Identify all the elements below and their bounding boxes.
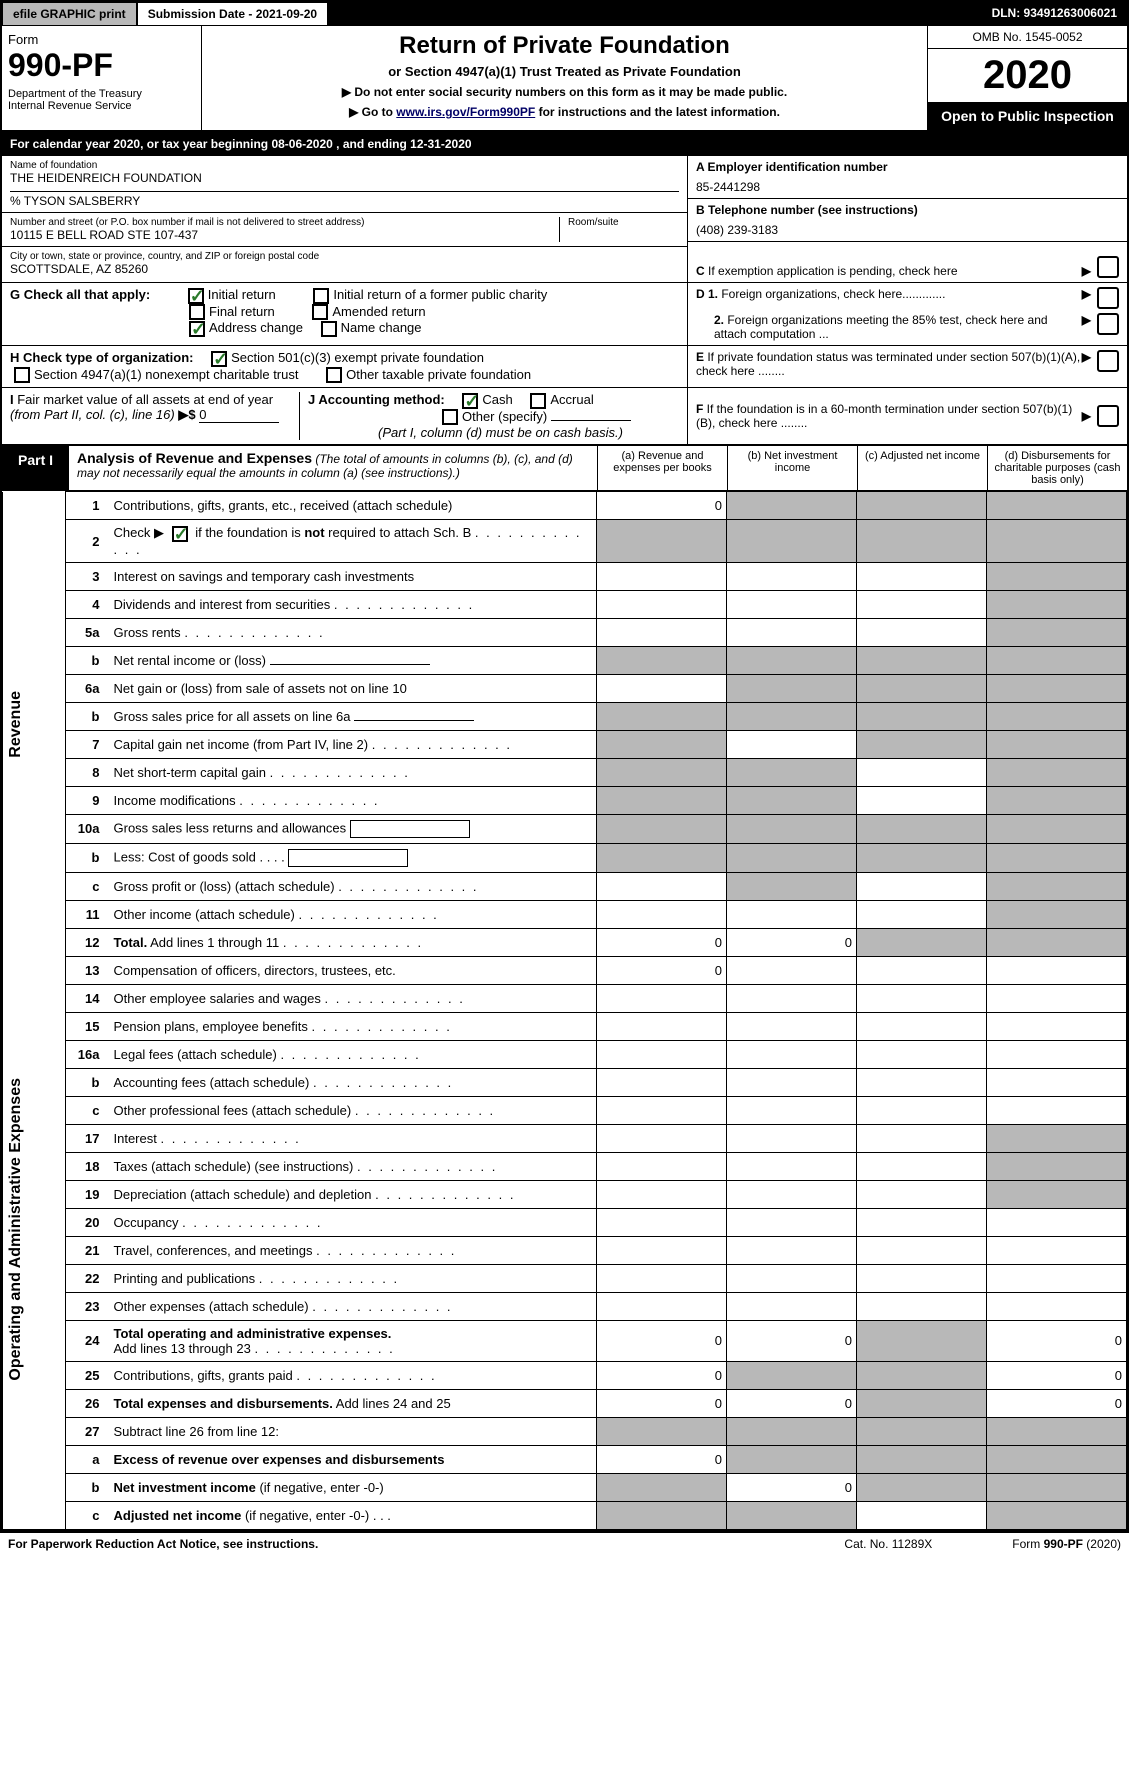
part-1-tag: Part I <box>2 446 69 490</box>
footer-form: Form 990-PF (2020) <box>1012 1537 1121 1551</box>
row-g: G Check all that apply: Initial return I… <box>2 283 1127 346</box>
form-container: efile GRAPHIC print Submission Date - 20… <box>0 0 1129 1532</box>
checkbox-cash[interactable] <box>462 393 478 409</box>
omb-number: OMB No. 1545-0052 <box>928 26 1127 49</box>
checkbox-d1[interactable] <box>1097 287 1119 309</box>
h-left: H Check type of organization: Section 50… <box>2 346 687 387</box>
footer-left: For Paperwork Reduction Act Notice, see … <box>8 1537 318 1551</box>
header-left: Form 990-PF Department of the Treasury I… <box>2 26 202 130</box>
checkbox-c[interactable] <box>1097 256 1119 278</box>
ij-left: I Fair market value of all assets at end… <box>2 388 687 444</box>
col-a-header: (a) Revenue and expenses per books <box>597 446 727 490</box>
info-right: A Employer identification number 85-2441… <box>687 156 1127 282</box>
column-headers: (a) Revenue and expenses per books (b) N… <box>597 446 1127 490</box>
checkbox-accrual[interactable] <box>530 393 546 409</box>
col-d-header: (d) Disbursements for charitable purpose… <box>987 446 1127 490</box>
ein-cell: A Employer identification number 85-2441… <box>688 156 1127 199</box>
irs-link[interactable]: www.irs.gov/Form990PF <box>396 105 535 119</box>
form-number: 990-PF <box>8 47 195 84</box>
col-c-header: (c) Adjusted net income <box>857 446 987 490</box>
submission-date: Submission Date - 2021-09-20 <box>137 2 328 26</box>
header-center: Return of Private Foundation or Section … <box>202 26 927 130</box>
foundation-name-cell: Name of foundation THE HEIDENREICH FOUND… <box>2 156 687 213</box>
checkbox-other-taxable[interactable] <box>326 367 342 383</box>
note-1: ▶ Do not enter social security numbers o… <box>208 85 921 99</box>
row-ij: I Fair market value of all assets at end… <box>2 388 1127 444</box>
header: Form 990-PF Department of the Treasury I… <box>2 26 1127 132</box>
checkbox-initial[interactable] <box>188 288 204 304</box>
calendar-year-row: For calendar year 2020, or tax year begi… <box>2 132 1127 156</box>
note-2: ▶ Go to www.irs.gov/Form990PF for instru… <box>208 105 921 119</box>
checkbox-amended[interactable] <box>312 304 328 320</box>
footer: For Paperwork Reduction Act Notice, see … <box>0 1532 1129 1555</box>
checkbox-501c3[interactable] <box>211 351 227 367</box>
open-inspection: Open to Public Inspection <box>928 102 1127 130</box>
fmv-value: 0 <box>199 407 279 423</box>
checkbox-f[interactable] <box>1097 405 1119 427</box>
revenue-side-label: Revenue <box>7 691 25 758</box>
tax-year: 2020 <box>928 49 1127 102</box>
expenses-side-label: Operating and Administrative Expenses <box>7 1078 25 1381</box>
checkbox-d2[interactable] <box>1097 313 1119 335</box>
checkbox-initial-former[interactable] <box>313 288 329 304</box>
exemption-pending-cell: C C If exemption application is pending,… <box>688 242 1127 282</box>
address-cell: Number and street (or P.O. box number if… <box>2 213 687 247</box>
f-right: F If the foundation is in a 60-month ter… <box>687 388 1127 444</box>
checkbox-sch-b[interactable] <box>172 526 188 542</box>
g-left: G Check all that apply: Initial return I… <box>2 283 687 345</box>
part-1-title: Analysis of Revenue and Expenses (The to… <box>69 446 597 490</box>
footer-cat: Cat. No. 11289X <box>844 1537 932 1551</box>
d-right: D 1. Foreign organizations, check here..… <box>687 283 1127 345</box>
phone-cell: B Telephone number (see instructions) (4… <box>688 199 1127 242</box>
revenue-expense-table: Revenue 1Contributions, gifts, grants, e… <box>2 491 1127 1530</box>
checkbox-other-method[interactable] <box>442 409 458 425</box>
header-right: OMB No. 1545-0052 2020 Open to Public In… <box>927 26 1127 130</box>
form-subtitle: or Section 4947(a)(1) Trust Treated as P… <box>208 64 921 79</box>
top-bar: efile GRAPHIC print Submission Date - 20… <box>2 2 1127 26</box>
department: Department of the Treasury Internal Reve… <box>8 88 195 112</box>
efile-print-button[interactable]: efile GRAPHIC print <box>2 2 137 26</box>
e-right: E If private foundation status was termi… <box>687 346 1127 387</box>
dln: DLN: 93491263006021 <box>982 2 1127 26</box>
row-h: H Check type of organization: Section 50… <box>2 346 1127 388</box>
info-grid: Name of foundation THE HEIDENREICH FOUND… <box>2 156 1127 283</box>
city-cell: City or town, state or province, country… <box>2 247 687 280</box>
part-1-header: Part I Analysis of Revenue and Expenses … <box>2 444 1127 491</box>
checkbox-name-change[interactable] <box>321 321 337 337</box>
col-b-header: (b) Net investment income <box>727 446 857 490</box>
checkbox-4947[interactable] <box>14 367 30 383</box>
form-title: Return of Private Foundation <box>208 32 921 60</box>
info-left: Name of foundation THE HEIDENREICH FOUND… <box>2 156 687 282</box>
checkbox-e[interactable] <box>1097 350 1119 372</box>
form-label: Form <box>8 32 195 47</box>
checkbox-addr-change[interactable] <box>189 321 205 337</box>
